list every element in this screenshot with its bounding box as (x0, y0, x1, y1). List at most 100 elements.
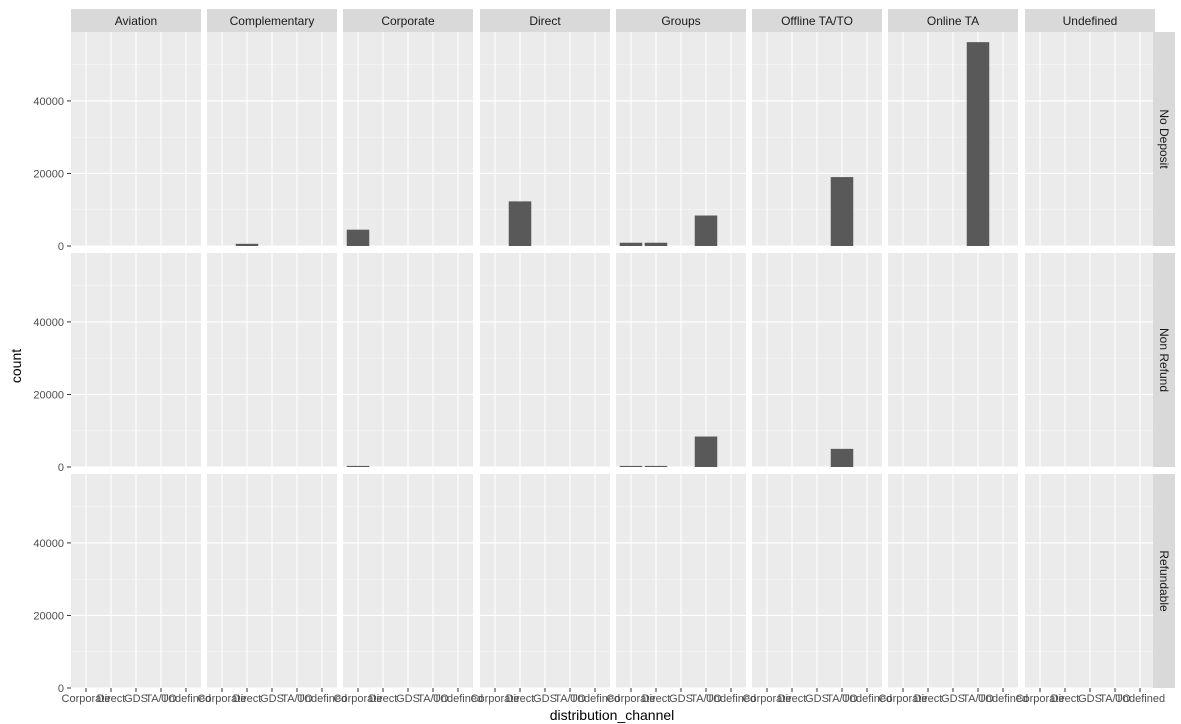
x-tick-label: GDS (941, 693, 965, 705)
strip-col-corporate (343, 9, 473, 32)
panel-non-refund-online-ta (888, 253, 1018, 468)
y-tick-label: 20000 (33, 168, 64, 180)
x-tick-label: GDS (260, 693, 284, 705)
panel-refundable-online-ta (888, 474, 1018, 689)
x-tick-label: Corporate (743, 693, 792, 705)
panel-no-deposit-undefined (1025, 32, 1155, 247)
strip-label-row-refundable: Refundable (1157, 550, 1171, 612)
x-tick-label: TA/TO (690, 693, 722, 705)
strip-label-col-groups: Groups (661, 14, 700, 28)
panels-layer (71, 32, 1155, 689)
x-tick-label: Corporate (62, 693, 111, 705)
bar-non-refund-corporate-corporate (346, 465, 370, 467)
strip-col-complementary (207, 9, 337, 32)
strip-col-undefined (1025, 9, 1155, 32)
panel-no-deposit-complementary (207, 32, 337, 247)
strips-layer: Aviation Complementary Corporate Direct Grou… (71, 9, 1175, 688)
x-tick-label: TA/TO (1099, 693, 1131, 705)
x-tick-label: Direct (506, 693, 535, 705)
x-tick-label: Undefined (433, 693, 483, 705)
y-axis-title: count (8, 349, 24, 383)
y-tick-label: 40000 (33, 317, 64, 329)
strip-row-refundable (1153, 474, 1175, 688)
y-tick-label: 0 (58, 683, 64, 695)
x-tick-label: Direct (233, 693, 262, 705)
x-axis-title: distribution_channel (550, 707, 675, 723)
strip-col-direct (480, 9, 610, 32)
panel-no-deposit-aviation (71, 32, 201, 247)
x-tick-label: GDS (396, 693, 420, 705)
x-tick-label: TA/TO (554, 693, 586, 705)
x-tick-label: GDS (669, 693, 693, 705)
panel-refundable-direct (480, 474, 610, 689)
panel-non-refund-direct (480, 253, 610, 468)
x-tick-label: Corporate (879, 693, 928, 705)
bar-non-refund-groups-direct (644, 465, 668, 467)
bar-non-refund-offline-ta-to-ta-to (830, 448, 854, 467)
panel-non-refund-complementary (207, 253, 337, 468)
x-tick-label: Corporate (198, 693, 247, 705)
y-tick-label: 0 (58, 462, 64, 474)
x-tick-label: Corporate (607, 693, 656, 705)
strip-col-offline-ta-to (752, 9, 882, 32)
strip-label-col-corporate: Corporate (381, 14, 435, 28)
strip-row-no-deposit (1153, 32, 1175, 246)
strip-row-non-refund (1153, 253, 1175, 467)
strip-label-col-offline-ta-to: Offline TA/TO (781, 14, 853, 28)
strip-label-col-complementary: Complementary (230, 14, 315, 28)
strip-col-online-ta (888, 9, 1018, 32)
x-tick-label: TA/TO (962, 693, 994, 705)
x-tick-label: TA/TO (826, 693, 858, 705)
bar-no-deposit-direct-direct (508, 201, 532, 246)
x-tick-label: TA/TO (145, 693, 177, 705)
bars-layer (235, 42, 990, 467)
x-tick-label: GDS (533, 693, 557, 705)
strip-label-col-undefined: Undefined (1063, 14, 1118, 28)
x-tick-label: Corporate (334, 693, 383, 705)
panel-no-deposit-groups (616, 32, 746, 247)
x-tick-label: GDS (1078, 693, 1102, 705)
x-tick-label: GDS (124, 693, 148, 705)
strip-col-groups (616, 9, 746, 32)
y-tick-label: 20000 (33, 389, 64, 401)
panel-non-refund-offline-ta-to (752, 253, 882, 468)
x-tick-label: Direct (97, 693, 126, 705)
x-tick-label: GDS (805, 693, 829, 705)
panel-refundable-aviation (71, 474, 201, 689)
bar-no-deposit-groups-direct (644, 242, 668, 246)
panel-refundable-corporate (343, 474, 473, 689)
x-tick-label: Undefined (297, 693, 347, 705)
x-tick-label: Undefined (978, 693, 1028, 705)
x-tick-label: Direct (369, 693, 398, 705)
panel-refundable-groups (616, 474, 746, 689)
strip-col-aviation (71, 9, 201, 32)
bar-no-deposit-online-ta-ta-to (966, 42, 990, 247)
bar-non-refund-groups-ta-to (694, 436, 718, 467)
x-tick-label: Direct (642, 693, 671, 705)
y-tick-label: 0 (58, 241, 64, 253)
panel-no-deposit-offline-ta-to (752, 32, 882, 247)
x-tick-label: Undefined (570, 693, 620, 705)
strip-label-col-aviation: Aviation (115, 14, 157, 28)
strip-label-col-online-ta: Online TA (927, 14, 979, 28)
panel-non-refund-aviation (71, 253, 201, 468)
y-tick-label: 40000 (33, 96, 64, 108)
panel-refundable-complementary (207, 474, 337, 689)
panel-no-deposit-corporate (343, 32, 473, 247)
panel-non-refund-corporate (343, 253, 473, 468)
bar-no-deposit-groups-ta-to (694, 215, 718, 246)
x-tick-label: Direct (1051, 693, 1080, 705)
x-tick-label: Undefined (706, 693, 756, 705)
panel-non-refund-groups (616, 253, 746, 468)
x-tick-label: TA/TO (417, 693, 449, 705)
bar-no-deposit-corporate-corporate (346, 229, 370, 246)
x-tick-label: Direct (778, 693, 807, 705)
x-tick-label: Undefined (842, 693, 892, 705)
panel-no-deposit-direct (480, 32, 610, 247)
y-tick-label: 40000 (33, 538, 64, 550)
x-tick-label: Corporate (471, 693, 520, 705)
x-tick-label: Undefined (161, 693, 211, 705)
panel-non-refund-undefined (1025, 253, 1155, 468)
panel-refundable-undefined (1025, 474, 1155, 689)
